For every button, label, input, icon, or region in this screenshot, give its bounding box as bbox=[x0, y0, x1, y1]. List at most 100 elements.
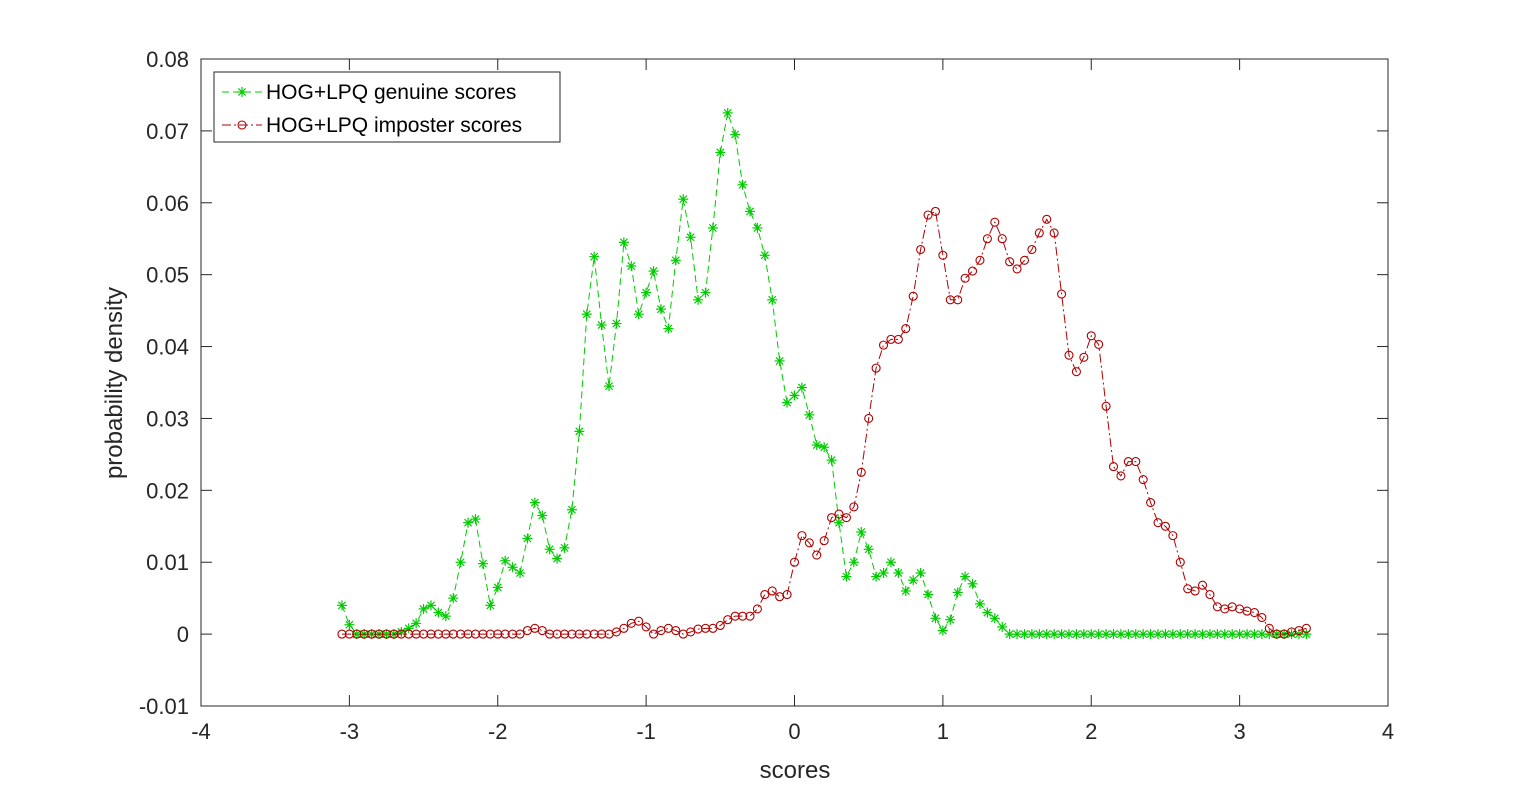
data-point bbox=[1264, 623, 1274, 633]
data-point bbox=[426, 629, 436, 639]
data-point bbox=[923, 589, 934, 600]
data-point bbox=[1175, 557, 1185, 567]
data-point bbox=[990, 217, 1000, 227]
y-tick-label: -0.01 bbox=[139, 694, 189, 719]
data-point bbox=[893, 334, 903, 344]
data-point bbox=[1079, 352, 1089, 362]
data-point bbox=[797, 531, 807, 541]
data-point bbox=[618, 237, 629, 248]
data-point bbox=[782, 397, 793, 408]
data-point bbox=[774, 355, 785, 366]
data-point bbox=[975, 255, 985, 265]
data-point bbox=[812, 550, 822, 560]
data-point bbox=[1093, 629, 1104, 640]
data-point bbox=[930, 613, 941, 624]
data-point bbox=[567, 629, 577, 639]
data-point bbox=[1242, 629, 1253, 640]
data-point bbox=[1019, 629, 1030, 640]
data-point bbox=[1249, 607, 1260, 618]
data-point bbox=[945, 295, 955, 305]
data-point bbox=[1108, 462, 1119, 472]
data-point bbox=[1301, 623, 1311, 633]
data-point bbox=[478, 629, 488, 639]
legend-label-imposter: HOG+LPQ imposter scores bbox=[266, 114, 522, 137]
data-point bbox=[723, 615, 733, 625]
y-tick-label: 0.02 bbox=[146, 478, 189, 503]
series-layer bbox=[336, 107, 1312, 640]
data-point bbox=[937, 625, 948, 636]
data-point bbox=[670, 255, 681, 266]
tick-labels: -4 -3 -2 -1 0 1 2 3 4 -0.01 0 0.01 0.02 0.03 0.04 0.05 0… bbox=[139, 47, 1394, 744]
data-point bbox=[685, 232, 696, 243]
data-point bbox=[544, 544, 555, 555]
data-point bbox=[648, 266, 659, 277]
y-tick-label: 0.04 bbox=[146, 335, 189, 360]
data-point bbox=[1094, 339, 1104, 349]
data-point bbox=[856, 467, 866, 477]
data-point bbox=[566, 504, 577, 515]
x-tick-label: -4 bbox=[191, 719, 211, 744]
data-point bbox=[1019, 255, 1030, 265]
plot-area-frame bbox=[200, 58, 1389, 707]
data-point bbox=[589, 629, 599, 639]
data-point bbox=[945, 614, 956, 625]
data-point bbox=[982, 234, 992, 244]
data-point bbox=[982, 607, 993, 618]
data-point bbox=[493, 629, 503, 639]
y-axis-title: probability density bbox=[101, 287, 128, 479]
data-point bbox=[1160, 521, 1170, 531]
data-point bbox=[440, 611, 451, 622]
data-point bbox=[700, 623, 711, 633]
data-point bbox=[470, 514, 481, 525]
data-point bbox=[863, 544, 874, 555]
data-point bbox=[463, 517, 474, 528]
data-point bbox=[626, 261, 637, 272]
data-point bbox=[655, 304, 666, 315]
data-point bbox=[1005, 257, 1015, 267]
data-point bbox=[730, 611, 740, 621]
data-point bbox=[908, 291, 918, 301]
data-point bbox=[344, 619, 355, 630]
data-point bbox=[789, 390, 800, 401]
data-point bbox=[433, 607, 444, 618]
data-point bbox=[767, 586, 777, 596]
data-point bbox=[663, 323, 674, 334]
data-point bbox=[715, 620, 725, 631]
data-point bbox=[997, 621, 1008, 632]
data-point bbox=[819, 442, 830, 453]
data-point bbox=[744, 206, 755, 217]
legend-samples bbox=[222, 87, 262, 130]
data-point bbox=[1064, 350, 1074, 360]
data-point bbox=[470, 629, 481, 639]
data-point bbox=[804, 538, 814, 548]
data-point bbox=[634, 616, 644, 626]
data-point bbox=[1146, 498, 1156, 508]
y-tick-label: 0.06 bbox=[146, 191, 189, 216]
data-point bbox=[834, 509, 844, 519]
data-point bbox=[1057, 289, 1067, 299]
data-point bbox=[597, 629, 607, 639]
x-axis-title: scores bbox=[760, 757, 831, 784]
data-point bbox=[425, 600, 436, 611]
data-point bbox=[1272, 629, 1282, 639]
data-point bbox=[715, 147, 726, 158]
legend-box bbox=[213, 71, 561, 143]
y-tick-label: 0.01 bbox=[146, 550, 189, 575]
data-point bbox=[344, 629, 354, 639]
data-point bbox=[700, 287, 711, 298]
data-point bbox=[456, 629, 466, 639]
data-point bbox=[1027, 244, 1037, 255]
data-point bbox=[596, 319, 607, 330]
data-point bbox=[611, 318, 622, 329]
data-point bbox=[336, 600, 347, 611]
data-point bbox=[648, 629, 659, 639]
data-point bbox=[433, 629, 443, 639]
data-point bbox=[1123, 457, 1133, 467]
data-point bbox=[878, 340, 889, 350]
data-point bbox=[1071, 367, 1081, 377]
data-point bbox=[477, 558, 488, 569]
data-point bbox=[1160, 629, 1171, 640]
data-point bbox=[381, 629, 392, 639]
data-point bbox=[537, 510, 548, 521]
